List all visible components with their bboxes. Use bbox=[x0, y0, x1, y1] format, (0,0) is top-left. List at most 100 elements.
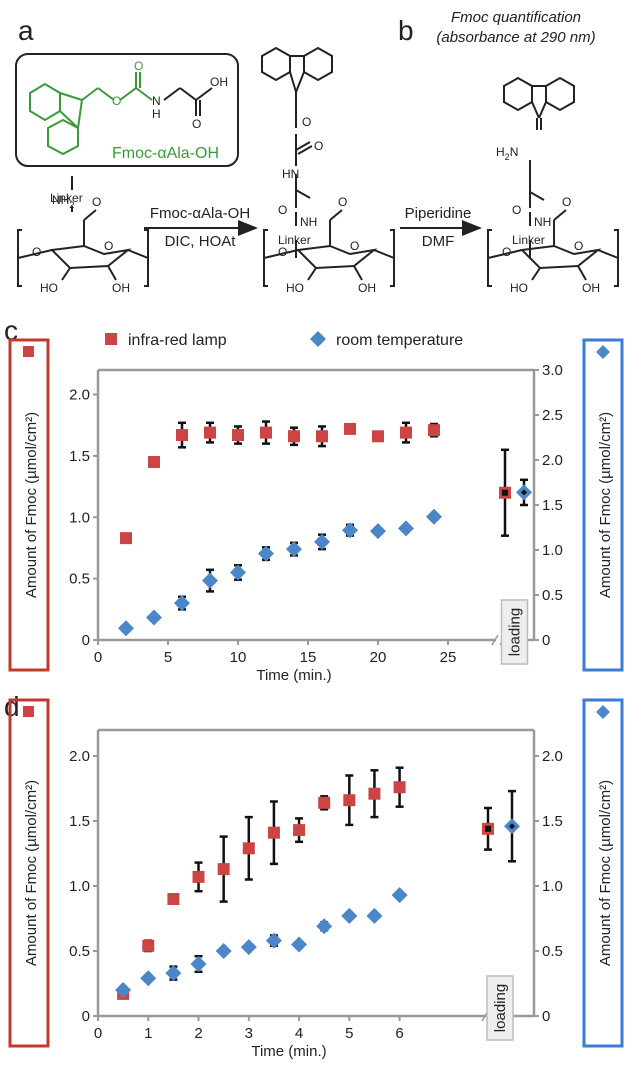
xtick-label: 0 bbox=[94, 1025, 102, 1042]
room-temp-point bbox=[202, 572, 218, 589]
mid-linker: Linker bbox=[278, 233, 311, 247]
ir-lamp-loading-point-center bbox=[502, 489, 508, 496]
panel-letter-d: d bbox=[4, 691, 20, 722]
ir-lamp-point bbox=[267, 826, 280, 839]
room-temp-point bbox=[366, 907, 383, 924]
glycosidic-bond-right bbox=[127, 249, 149, 259]
ir-lamp-point bbox=[344, 422, 356, 435]
right-frame-diamond bbox=[596, 345, 610, 359]
xtick-label: 10 bbox=[230, 649, 247, 666]
ch2o-bond bbox=[83, 209, 97, 221]
ytick-right-label: 0.5 bbox=[542, 943, 563, 960]
room-temp-point bbox=[341, 907, 358, 924]
ytick-right-label: 2.0 bbox=[542, 748, 563, 765]
loading-label: loading bbox=[492, 984, 509, 1032]
o6: O bbox=[562, 195, 571, 209]
ytick-left-label: 1.0 bbox=[69, 509, 90, 526]
xtick-label: 2 bbox=[194, 1025, 202, 1042]
glycosidic-bond-left bbox=[17, 249, 53, 259]
acid-o: O bbox=[192, 117, 201, 131]
ir-lamp-point bbox=[120, 532, 132, 545]
ir-lamp-point bbox=[148, 456, 160, 469]
oh-label: OH bbox=[358, 281, 376, 295]
ir-lamp-point bbox=[400, 426, 412, 439]
chart-d: 0 0.5 1.0 1.5 2.0 0 0.5 1.0 1.5 2.0 0 1 2 3 4 5 6 Time (m… bbox=[8, 698, 624, 1060]
ytick-left-label: 0 bbox=[82, 1008, 90, 1025]
oh-bond-1 bbox=[307, 267, 317, 281]
xtick-label: 15 bbox=[300, 649, 317, 666]
ir-lamp-point bbox=[176, 429, 188, 442]
loading-label: loading bbox=[507, 608, 524, 656]
glycosidic-bond-left bbox=[487, 249, 523, 259]
carbamate-o: O bbox=[112, 94, 121, 108]
mid-o3: O bbox=[278, 203, 287, 217]
ytick-left-label: 2.0 bbox=[69, 387, 90, 404]
ir-lamp-point bbox=[260, 426, 272, 439]
cellulose-unit-1: O O O HO OH Linker bbox=[17, 176, 149, 295]
room-temp-point bbox=[118, 620, 134, 637]
ytick-left-label: 1.5 bbox=[69, 448, 90, 465]
ytick-right-label: 0.5 bbox=[542, 587, 563, 604]
step2-reagent: Piperidine bbox=[405, 205, 472, 222]
ytick-right-label: 2.0 bbox=[542, 452, 563, 469]
right-linker: Linker bbox=[512, 233, 545, 247]
ho-label: HO bbox=[510, 281, 528, 295]
room-temp-point bbox=[314, 533, 330, 550]
glycosidic-bond-right bbox=[597, 249, 619, 259]
ir-lamp-point bbox=[217, 863, 230, 876]
glycosidic-bond-left bbox=[263, 249, 299, 259]
ytick-left-label: 0.5 bbox=[69, 571, 90, 588]
middle-fmoc bbox=[261, 46, 333, 258]
xtick-label: 4 bbox=[295, 1025, 303, 1042]
reagent-box bbox=[15, 53, 239, 167]
room-temp-point bbox=[230, 564, 246, 581]
legend-label-rt: room temperature bbox=[336, 332, 463, 349]
ch2o-bond bbox=[553, 209, 567, 221]
room-temp-point bbox=[370, 523, 386, 540]
ir-lamp-point bbox=[368, 787, 381, 800]
right-label-frame bbox=[582, 698, 624, 1048]
ring-o-left: O bbox=[278, 245, 287, 259]
ring-o: O bbox=[574, 239, 583, 253]
oh-bond-2 bbox=[353, 265, 363, 281]
acid-oh: OH bbox=[210, 75, 228, 89]
ch2o-bond bbox=[329, 209, 343, 221]
ring-o-left: O bbox=[502, 245, 511, 259]
loading-box bbox=[500, 599, 529, 665]
step1-reagent: Fmoc-αAla-OH bbox=[150, 205, 250, 222]
amide-n: N bbox=[152, 94, 161, 108]
ir-lamp-point bbox=[372, 430, 384, 443]
pyranose-ring bbox=[519, 244, 602, 270]
o6: O bbox=[338, 195, 347, 209]
carbonyl-o: O bbox=[134, 59, 143, 73]
cellulose-unit-2: O O O HO OH bbox=[263, 195, 395, 295]
y-axis-label-left: Amount of Fmoc (µmol/cm²) bbox=[23, 412, 40, 598]
legend-label-ir: infra-red lamp bbox=[128, 332, 227, 349]
ir-lamp-point bbox=[167, 893, 180, 905]
right-o: O bbox=[512, 203, 521, 217]
ho-label: HO bbox=[286, 281, 304, 295]
ir-lamp-point bbox=[142, 939, 155, 952]
ring-o-left: O bbox=[32, 245, 41, 259]
cellulose-unit-3: O O O HO OH bbox=[487, 195, 619, 295]
x-axis-label: Time (min.) bbox=[256, 667, 331, 684]
ir-lamp-loading-point-center bbox=[485, 825, 491, 832]
room-temp-point bbox=[240, 939, 257, 956]
fmoc-ala-structure bbox=[29, 72, 153, 156]
left-label-frame bbox=[8, 698, 50, 1048]
ring-o: O bbox=[104, 239, 113, 253]
room-temp-point bbox=[140, 970, 157, 987]
ytick-right-label: 0 bbox=[542, 1008, 550, 1025]
ytick-left-label: 1.0 bbox=[69, 878, 90, 895]
panel-letter-a: a bbox=[18, 15, 34, 46]
room-temp-point bbox=[291, 936, 308, 953]
reaction-scheme: a b O O N H O O bbox=[15, 9, 619, 295]
glycine-part bbox=[163, 87, 213, 116]
amide-h: H bbox=[152, 107, 161, 121]
xtick-label: 5 bbox=[345, 1025, 353, 1042]
room-temp-loading-point-center bbox=[521, 489, 527, 496]
room-temp-loading-point-center bbox=[509, 823, 515, 830]
loading-box bbox=[486, 975, 514, 1041]
ir-lamp-point bbox=[242, 842, 255, 855]
